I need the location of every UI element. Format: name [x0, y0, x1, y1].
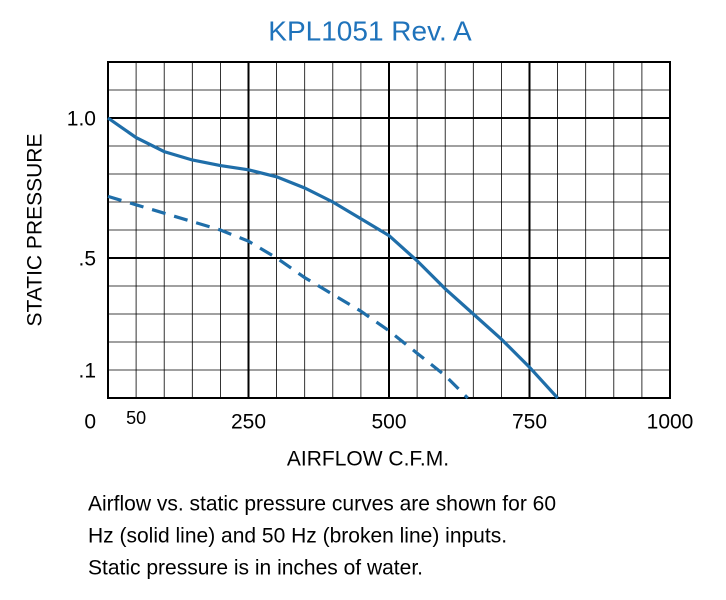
x-tick-label: 500 [371, 411, 406, 434]
y-tick-label: .5 [78, 248, 96, 271]
caption-line: Static pressure is in inches of water. [88, 557, 423, 580]
x-axis-label: AIRFLOW C.F.M. [287, 448, 449, 471]
y-tick-label: .1 [78, 360, 96, 383]
data-line [107, 116, 559, 400]
data-line [107, 194, 469, 400]
x-tick-label: 750 [512, 411, 547, 434]
plot-frame [107, 61, 671, 399]
caption-line: Hz (solid line) and 50 Hz (broken line) … [88, 525, 507, 548]
caption-line: Airflow vs. static pressure curves are s… [88, 493, 556, 516]
x-tick-label: 0 [84, 411, 96, 434]
y-tick-label: 1.0 [67, 108, 96, 131]
y-axis-label: STATIC PRESSURE [24, 134, 47, 327]
x-tick-label: 50 [126, 408, 146, 428]
x-tick-label: 250 [231, 411, 266, 434]
chart-title: KPL1051 Rev. A [268, 15, 472, 46]
x-tick-label: 1000 [647, 411, 694, 434]
